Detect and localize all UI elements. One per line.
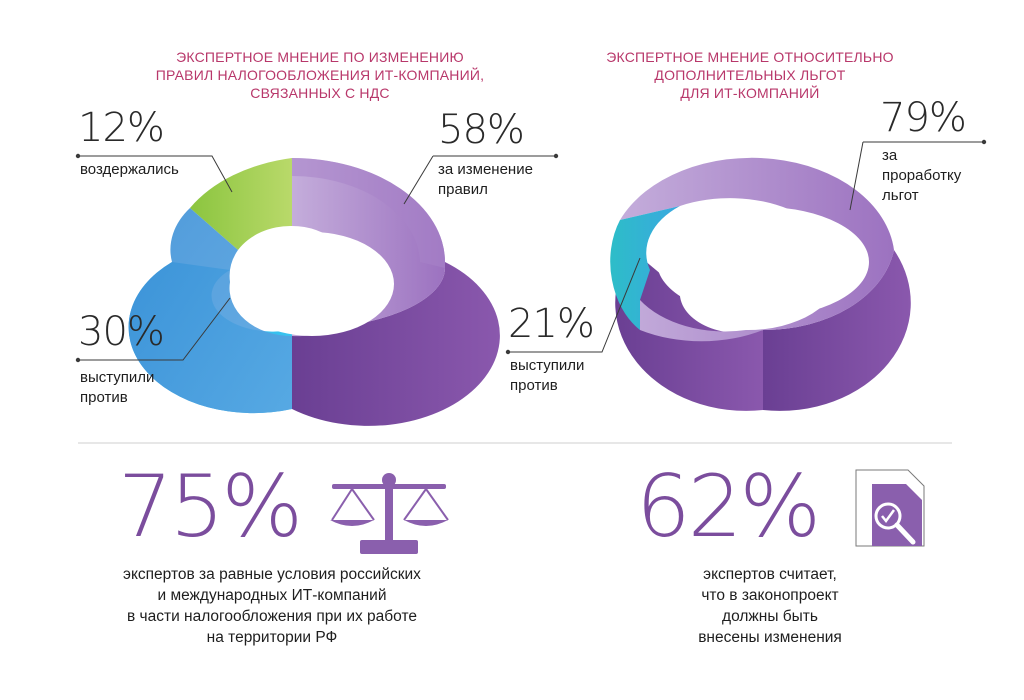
stat-desc-equal-conditions: экспертов за равные условия российских и… — [60, 564, 484, 648]
stat-desc-bill-changes: экспертов считает, что в законопроект до… — [660, 564, 880, 648]
document-magnifier-icon — [855, 469, 925, 547]
slice-side-for-vat — [292, 262, 500, 426]
chart-title-benefits: ЭКСПЕРТНОЕ МНЕНИЕ ОТНОСИТЕЛЬНО ДОПОЛНИТЕ… — [560, 48, 940, 102]
pct-for-vat: 58% — [438, 107, 525, 153]
label-line: за изменение — [438, 161, 533, 178]
slice-top-for-benefits — [620, 157, 894, 342]
scales-icon — [330, 473, 449, 554]
label-against-benefits: выступили против — [510, 356, 584, 396]
chart-title-line: ДЛЯ ИТ-КОМПАНИЙ — [680, 85, 820, 101]
donut-chart-benefits — [610, 157, 911, 411]
label-line: выступили — [510, 357, 585, 374]
donut-chart-vat — [128, 158, 500, 426]
label-line: против — [510, 377, 558, 394]
slice-top-against-benefits — [610, 206, 680, 330]
pct-against-vat: 30% — [78, 309, 165, 355]
label-line: правил — [438, 181, 488, 198]
stat-value-bill-changes: 62% — [636, 457, 821, 557]
label-for-benefits: за проработку льгот — [882, 146, 961, 206]
stat-value-equal-conditions: 75% — [118, 457, 303, 557]
chart-title-line: СВЯЗАННЫХ С НДС — [250, 85, 390, 101]
chart-title-vat: ЭКСПЕРТНОЕ МНЕНИЕ ПО ИЗМЕНЕНИЮ ПРАВИЛ НА… — [120, 48, 520, 102]
label-line: против — [80, 389, 128, 406]
chart-title-line: ДОПОЛНИТЕЛЬНЫХ ЛЬГОТ — [654, 67, 846, 83]
stat-desc-line: что в законопроект — [701, 587, 839, 604]
donut-hole-benefits — [657, 207, 869, 317]
stat-desc-line: на территории РФ — [206, 629, 338, 646]
label-line: выступили — [80, 369, 155, 386]
slice-top-for-vat-side — [292, 158, 445, 268]
stat-desc-line: экспертов считает, — [703, 566, 837, 583]
label-for-vat: за изменение правил — [438, 160, 533, 200]
leader-dots — [75, 139, 987, 363]
pct-abstain-vat: 12% — [78, 105, 165, 151]
label-line: за — [882, 147, 898, 164]
chart-title-line: ЭКСПЕРТНОЕ МНЕНИЕ ОТНОСИТЕЛЬНО — [606, 49, 894, 65]
chart-title-line: ЭКСПЕРТНОЕ МНЕНИЕ ПО ИЗМЕНЕНИЮ — [176, 49, 464, 65]
pct-against-benefits: 21% — [508, 301, 595, 347]
leader-lines — [78, 141, 984, 361]
chart-title-line: ПРАВИЛ НАЛОГООБЛОЖЕНИЯ ИТ-КОМПАНИЙ, — [155, 67, 485, 83]
slice-side-for-benefits-right — [763, 250, 911, 411]
label-line: проработку — [882, 167, 962, 184]
stat-desc-line: должны быть — [722, 608, 818, 625]
stat-desc-line: в части налогообложения при их работе — [126, 608, 417, 625]
label-against-vat: выступили против — [80, 368, 154, 408]
slice-top-abstain-vat — [190, 158, 292, 250]
slice-top-against-vat — [128, 208, 292, 414]
stat-desc-line: и международных ИТ-компаний — [157, 587, 387, 604]
label-abstain-vat: воздержались — [80, 161, 179, 178]
donut-hole-vat — [230, 232, 394, 336]
pct-for-benefits: 79% — [880, 95, 967, 141]
label-line: льгот — [882, 187, 919, 204]
stat-desc-line: внесены изменения — [698, 629, 842, 646]
stat-desc-line: экспертов за равные условия российских — [123, 566, 421, 583]
